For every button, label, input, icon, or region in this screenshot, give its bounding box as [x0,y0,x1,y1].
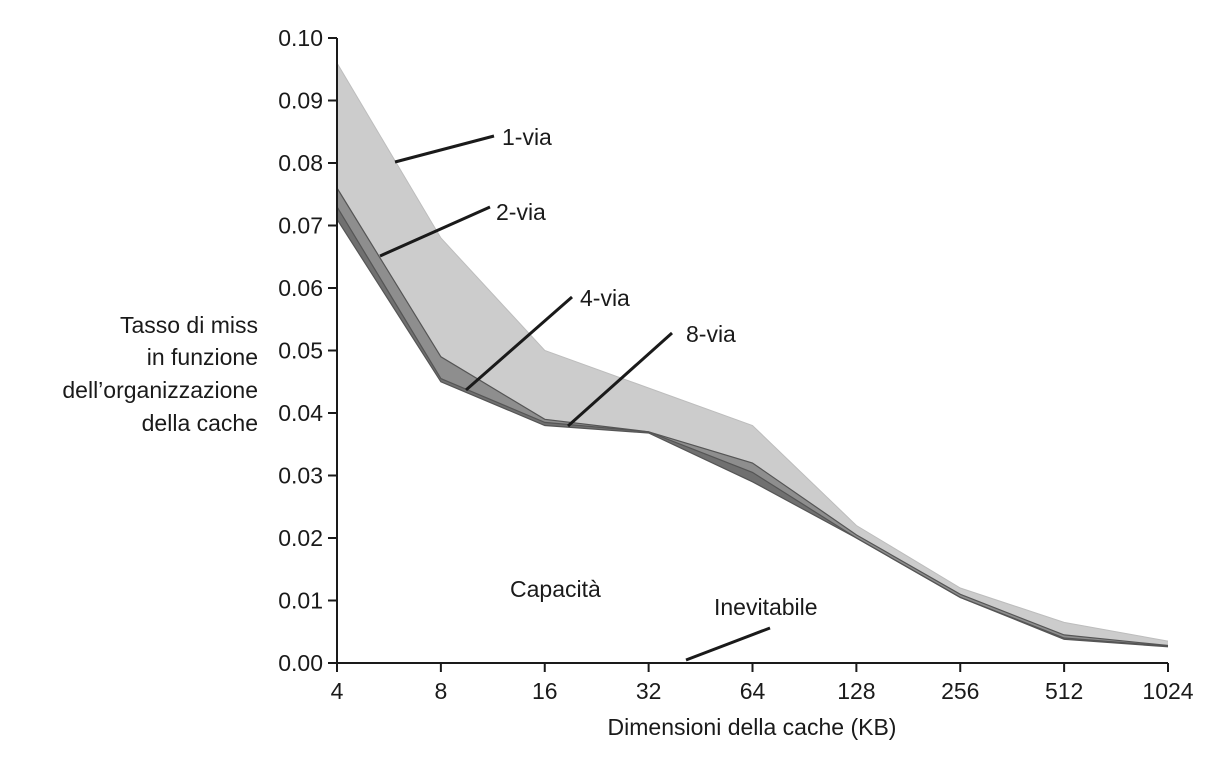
series-line-4-via [336,206,1169,647]
x-axis-label: Dimensioni della cache (KB) [608,714,897,740]
miss-rate-bands [336,62,1169,664]
series-line-1-via [336,62,1169,642]
y-tick-label: 0.08 [278,150,323,176]
y-axis-label-line-4: della cache [142,410,258,436]
labels: 1-via 2-via 4-via 8-via Capacità Inevita… [62,124,896,740]
y-tick-label: 0.10 [278,25,323,51]
band-below-8-via [337,219,1168,664]
y-tick-label: 0.05 [278,338,323,364]
y-tick-label: 0.04 [278,400,323,426]
band-1-via [337,63,1168,646]
annotation-compulsory: Inevitabile [714,594,818,620]
series-label-1-via: 1-via [502,124,552,150]
leader-2-via [379,205,491,258]
x-tick-label: 8 [434,678,447,704]
x-tick-label: 512 [1045,678,1083,704]
leader-4-via [465,295,573,392]
leader-8-via [567,331,673,428]
annotation-capacity: Capacità [510,576,601,602]
y-axis-label-line-2: in funzione [147,344,258,370]
y-tick-label: 0.06 [278,275,323,301]
axes: 0.00 0.01 0.02 0.03 0.04 0.05 0.06 0.07 0.08 0.09… [278,25,1194,704]
series-label-2-via: 2-via [496,199,546,225]
x-tick-label: 128 [837,678,875,704]
x-tick-label: 4 [331,678,344,704]
x-tick-label: 256 [941,678,979,704]
series-line-8-via [336,218,1169,648]
x-tick-label: 16 [532,678,558,704]
series-line-2-via [336,187,1169,647]
y-axis-label-line-3: dell’organizzazione [62,377,258,403]
leader-1-via [394,134,495,164]
x-tick-label: 32 [636,678,662,704]
y-tick-label: 0.07 [278,213,323,239]
leader-compulsory [685,626,771,662]
y-tick-label: 0.01 [278,588,323,614]
y-tick-label: 0.09 [278,88,323,114]
x-tick-label: 1024 [1142,678,1193,704]
y-tick-label: 0.02 [278,525,323,551]
series-label-4-via: 4-via [580,285,630,311]
y-axis-label-line-1: Tasso di miss [120,312,258,338]
x-tick-label: 64 [740,678,766,704]
leader-lines [379,134,771,662]
y-tick-label: 0.03 [278,463,323,489]
series-label-8-via: 8-via [686,321,736,347]
y-tick-label: 0.00 [278,650,323,676]
